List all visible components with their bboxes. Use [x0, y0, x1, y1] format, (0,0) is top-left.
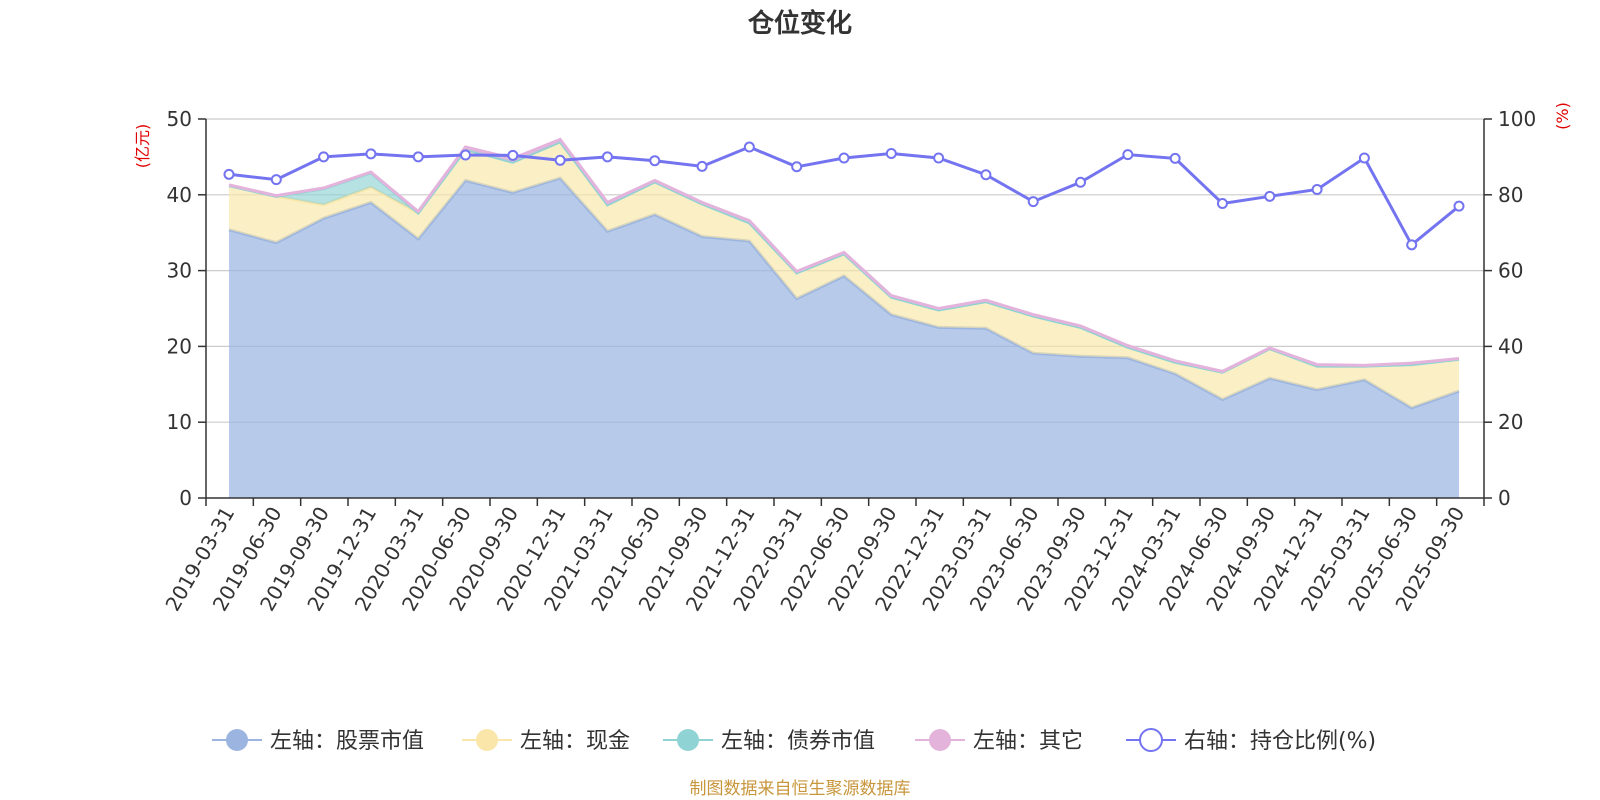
ratio-point — [1122, 149, 1134, 161]
left-tick-label: 0 — [179, 486, 192, 510]
ratio-point — [1027, 196, 1039, 208]
legend-label: 左轴：其它 — [973, 729, 1083, 754]
legend-marker — [1139, 728, 1163, 752]
left-axis-unit: (亿元) — [133, 124, 152, 169]
left-tick-label: 30 — [167, 259, 192, 283]
ratio-point — [838, 152, 850, 164]
ratio-point — [791, 161, 803, 173]
ratio-point — [1075, 176, 1087, 188]
ratio-point — [1264, 190, 1276, 202]
stacked-areas — [228, 137, 1460, 498]
right-tick-label: 20 — [1498, 410, 1523, 434]
legend-item: 左轴：股票市值 — [212, 729, 424, 754]
right-tick-label: 40 — [1498, 334, 1523, 358]
ratio-point — [696, 160, 708, 172]
ratio-point — [649, 155, 661, 167]
legend-label: 左轴：债券市值 — [721, 729, 875, 754]
right-tick-label: 100 — [1498, 107, 1536, 131]
left-tick-label: 40 — [167, 183, 192, 207]
legend-marker — [929, 729, 951, 751]
ratio-point — [1406, 239, 1418, 251]
holding-ratio-line — [223, 141, 1465, 251]
legend-label: 右轴：持仓比例(%) — [1184, 729, 1376, 754]
chart-title: 仓位变化 — [747, 8, 852, 39]
ratio-point — [318, 151, 330, 163]
ratio-point — [554, 154, 566, 166]
ratio-point — [885, 147, 897, 159]
area-2 — [229, 141, 1459, 408]
legend-item: 左轴：现金 — [462, 729, 630, 754]
ratio-point — [601, 151, 613, 163]
ratio-point — [365, 148, 377, 160]
data-source-note: 制图数据来自恒生聚源数据库 — [690, 779, 911, 799]
right-tick-label: 80 — [1498, 183, 1523, 207]
legend-label: 左轴：现金 — [520, 729, 630, 754]
legend: 左轴：股票市值 左轴：现金 左轴：债券市值 左轴：其它 右轴：持仓比例(%) — [212, 728, 1376, 754]
legend-item: 右轴：持仓比例(%) — [1126, 728, 1376, 754]
ratio-point — [223, 168, 235, 180]
area-line-4 — [228, 137, 1460, 373]
right-axis-unit: (%) — [1553, 102, 1572, 130]
right-tick-label: 0 — [1498, 486, 1511, 510]
legend-label: 左轴：股票市值 — [270, 729, 424, 754]
ratio-point — [1311, 183, 1323, 195]
legend-marker — [476, 729, 498, 751]
left-tick-label: 20 — [167, 334, 192, 358]
ratio-point — [1216, 198, 1228, 210]
right-tick-label: 60 — [1498, 259, 1523, 283]
area-1 — [229, 178, 1459, 498]
ratio-point — [270, 174, 282, 186]
left-tick-label: 50 — [167, 107, 192, 131]
ratio-point — [460, 149, 472, 161]
ratio-point — [507, 149, 519, 161]
legend-item: 左轴：债券市值 — [663, 729, 875, 754]
ratio-point — [743, 141, 755, 153]
ratio-point — [1453, 200, 1465, 212]
ratio-point — [1169, 152, 1181, 164]
legend-item: 左轴：其它 — [915, 729, 1083, 754]
left-tick-label: 10 — [167, 410, 192, 434]
ratio-point — [1358, 152, 1370, 164]
ratio-point — [412, 151, 424, 163]
legend-marker — [677, 729, 699, 751]
ratio-point — [933, 152, 945, 164]
legend-marker — [226, 729, 248, 751]
ratio-point — [980, 169, 992, 181]
